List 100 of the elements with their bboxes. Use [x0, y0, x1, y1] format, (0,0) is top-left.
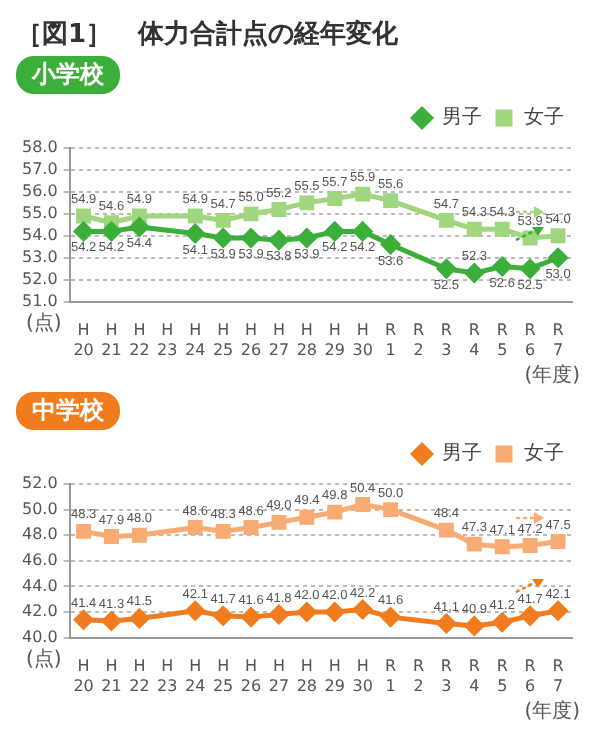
point: [383, 193, 399, 209]
x-tick-label: R1: [385, 657, 398, 695]
y-tick-label: 52.0: [22, 269, 58, 288]
point: [353, 599, 373, 619]
x-tick-label: R4: [468, 657, 481, 695]
point: [327, 504, 343, 520]
y-tick-label: 52.0: [22, 474, 58, 493]
x-tick-label: R1: [385, 321, 398, 359]
y-tick-label: 57.0: [22, 160, 58, 179]
point: [241, 228, 261, 248]
point: [494, 221, 510, 237]
point: [492, 256, 512, 276]
point: [215, 212, 231, 228]
y-tick-label: 40.0: [22, 627, 58, 646]
point: [438, 212, 454, 228]
point: [438, 522, 454, 538]
x-tick-label: H21: [101, 657, 122, 695]
chart-subtitle: 中学校: [16, 392, 120, 430]
y-axis-title: (点): [26, 646, 62, 671]
x-tick-label: R5: [496, 657, 509, 695]
point: [355, 186, 371, 202]
point: [325, 221, 345, 241]
x-tick-label: R6: [524, 321, 537, 359]
point: [297, 602, 317, 622]
point: [466, 536, 482, 552]
point: [241, 607, 261, 627]
point: [129, 608, 149, 628]
x-tick-label: H28: [296, 657, 318, 695]
point: [129, 217, 149, 237]
x-tick-label: H24: [185, 321, 206, 359]
point: [464, 616, 484, 636]
point: [213, 606, 233, 626]
x-tick-label: R5: [496, 321, 509, 359]
y-tick-label: 44.0: [22, 576, 58, 595]
point: [492, 612, 512, 632]
x-tick-label: H26: [240, 657, 262, 695]
point: [269, 605, 289, 625]
point: [74, 610, 94, 630]
x-tick-label: H20: [73, 321, 94, 359]
point: [466, 221, 482, 237]
x-axis-title: (年度): [524, 363, 581, 388]
point: [213, 228, 233, 248]
x-tick-label: R3: [440, 657, 453, 695]
x-tick-label: H22: [129, 657, 150, 695]
chart-subtitle: 小学校: [16, 56, 120, 94]
point: [187, 208, 203, 224]
point: [185, 224, 205, 244]
point: [74, 221, 94, 241]
y-tick-label: 46.0: [22, 550, 58, 569]
x-tick-label: R7: [552, 321, 565, 359]
point: [436, 614, 456, 634]
x-tick-label: H21: [101, 321, 122, 359]
point: [325, 602, 345, 622]
point: [522, 537, 538, 553]
y-tick-label: 51.0: [22, 291, 58, 310]
point: [76, 523, 92, 539]
x-tick-label: H20: [73, 657, 94, 695]
x-axis-title: (年度): [524, 699, 581, 724]
point: [548, 601, 568, 621]
y-axis-title: (点): [26, 310, 62, 335]
x-tick-label: R3: [440, 321, 453, 359]
x-tick-label: H27: [268, 321, 290, 359]
x-tick-label: H30: [352, 321, 373, 359]
y-tick-label: 48.0: [22, 525, 58, 544]
x-tick-label: R6: [524, 657, 537, 695]
x-tick-label: H25: [212, 657, 234, 695]
x-tick-label: H28: [296, 321, 318, 359]
point: [185, 601, 205, 621]
x-tick-label: H22: [129, 321, 150, 359]
x-tick-label: H26: [240, 321, 262, 359]
point: [383, 502, 399, 518]
point: [271, 514, 287, 530]
point: [243, 520, 259, 535]
chart-title: ［図1］ 体力合計点の経年変化: [16, 17, 401, 52]
point: [520, 259, 540, 279]
point: [187, 520, 203, 535]
point: [299, 195, 315, 211]
x-tick-label: R2: [412, 657, 425, 695]
y-tick-label: 50.0: [22, 499, 58, 518]
x-tick-label: H23: [157, 657, 178, 695]
point: [522, 230, 538, 246]
x-tick-label: H24: [185, 657, 206, 695]
point: [355, 497, 371, 512]
point: [464, 263, 484, 283]
point: [436, 259, 456, 279]
y-tick-label: 54.0: [22, 225, 58, 244]
x-tick-label: H29: [324, 657, 345, 695]
x-tick-label: H30: [352, 657, 373, 695]
y-tick-label: 58.0: [22, 138, 58, 157]
point: [520, 606, 540, 626]
point: [215, 523, 231, 539]
legend-label: 女子: [524, 105, 564, 130]
point: [327, 191, 343, 206]
y-tick-label: 42.0: [22, 602, 58, 621]
point: [271, 201, 287, 217]
x-tick-label: H23: [157, 321, 178, 359]
y-tick-label: 56.0: [22, 182, 58, 201]
point: [550, 228, 566, 244]
x-tick-label: H27: [268, 657, 290, 695]
point: [548, 248, 568, 268]
